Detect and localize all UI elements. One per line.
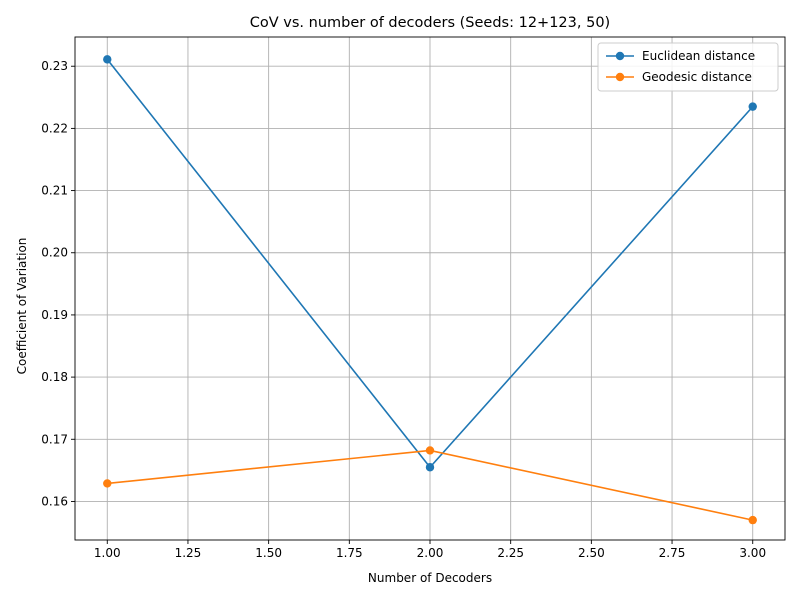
y-tick-label: 0.22 [41, 121, 68, 135]
data-point [425, 463, 435, 472]
x-tick-label: 1.75 [336, 546, 363, 560]
y-tick-label: 0.18 [41, 370, 68, 384]
x-tick-label: 1.00 [94, 546, 121, 560]
series-1 [103, 446, 757, 525]
legend-label: Geodesic distance [642, 70, 752, 84]
chart-title: CoV vs. number of decoders (Seeds: 12+12… [250, 15, 610, 31]
data-point [748, 515, 757, 525]
x-tick-label: 2.25 [497, 546, 524, 560]
data-point [748, 102, 757, 111]
legend-label: Euclidean distance [642, 49, 755, 63]
x-axis-label: Number of Decoders [368, 571, 492, 585]
legend-box [597, 42, 779, 92]
x-tick-label: 1.25 [175, 546, 202, 560]
x-tick-label: 2.75 [659, 546, 686, 560]
data-point [103, 479, 112, 488]
y-tick-label: 0.21 [41, 184, 68, 198]
x-tick-label: 3.00 [739, 546, 766, 560]
data-point [425, 446, 435, 455]
series-layer [103, 55, 757, 525]
x-tick-label: 1.50 [255, 546, 282, 560]
y-tick-label: 0.19 [41, 308, 68, 322]
y-tick-label: 0.16 [41, 494, 68, 508]
legend-marker [615, 72, 625, 82]
legend: Euclidean distance Geodesic distance [597, 42, 779, 92]
y-axis-label: Coefficient of Variation [15, 238, 29, 375]
legend-marker [615, 51, 625, 61]
y-tick-label: 0.17 [41, 432, 68, 446]
data-point [103, 55, 112, 64]
x-tick-label: 2.00 [417, 546, 444, 560]
legend-item: Euclidean distance [606, 49, 755, 63]
y-tick-label: 0.23 [41, 59, 68, 73]
y-tick-label: 0.20 [41, 246, 68, 260]
y-axis: 0.16 0.17 0.18 0.19 0.20 0.21 0.22 0.23 [41, 59, 75, 508]
x-tick-label: 2.50 [578, 546, 605, 560]
x-axis: 1.00 1.25 1.50 1.75 2.00 2.25 2.50 2.75 3.00 [94, 540, 766, 560]
legend-item: Geodesic distance [606, 70, 752, 84]
series-0 [103, 55, 757, 472]
